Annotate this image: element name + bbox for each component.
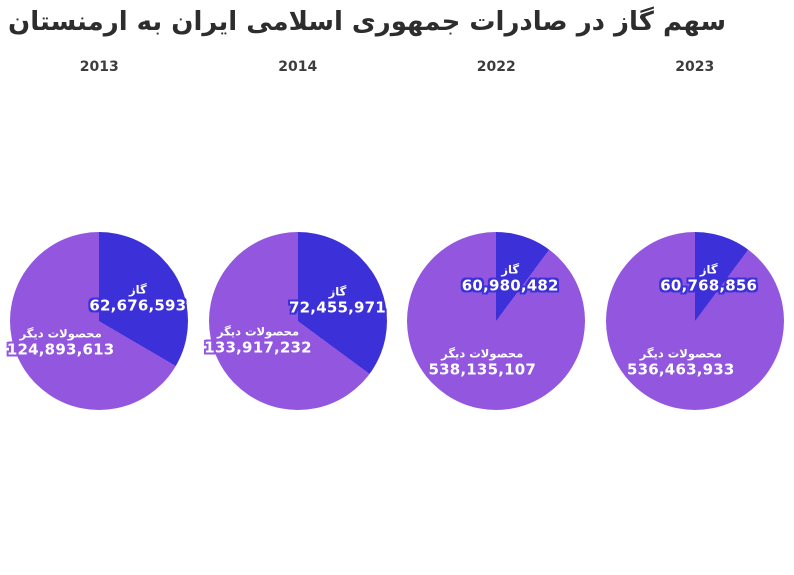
chart-title: سهم گاز در صادرات جمهوری اسلامی ایران به… bbox=[8, 7, 727, 37]
slice-name-gas: گاز bbox=[328, 284, 347, 299]
slice-name-gas: گاز bbox=[501, 262, 520, 277]
year-label-2014: 2014 bbox=[278, 59, 318, 75]
slice-value-other: 536,463,933 bbox=[627, 360, 735, 379]
pie-column-2023: 2023 گاز 60,768,856 محصولات دیگر 536,463,933 bbox=[596, 0, 794, 575]
slice-value-gas: 62,676,593 bbox=[89, 296, 187, 315]
pie-column-2014: 2014 گاز 72,455,971 محصولات دیگر 133,917,232 bbox=[199, 0, 398, 575]
slice-label-other-2022: محصولات دیگر 538,135,107 bbox=[428, 346, 537, 379]
slice-name-gas: گاز bbox=[129, 282, 147, 297]
slice-name-other: محصولات دیگر bbox=[19, 326, 102, 341]
pie-column-2022: 2022 گاز 60,980,482 محصولات دیگر 538,135,107 bbox=[397, 0, 596, 575]
slice-value-other: 538,135,107 bbox=[428, 360, 537, 379]
slice-value-other: 124,893,613 bbox=[6, 340, 115, 359]
slice-label-gas-2022: گاز 60,980,482 bbox=[461, 262, 559, 295]
slice-label-other-2023: محصولات دیگر 536,463,933 bbox=[627, 346, 735, 379]
slice-value-gas: 72,455,971 bbox=[289, 298, 386, 317]
slice-name-other: محصولات دیگر bbox=[639, 346, 722, 361]
slice-value-gas: 60,768,856 bbox=[660, 276, 758, 295]
pie-2023[interactable]: گاز 60,768,856 محصولات دیگر 536,463,933 bbox=[605, 232, 784, 410]
slice-name-other: محصولات دیگر bbox=[441, 346, 524, 361]
year-label-2013: 2013 bbox=[79, 59, 119, 75]
slice-label-gas-2014: گاز 72,455,971 bbox=[289, 284, 386, 317]
slice-label-gas-2023: گاز 60,768,856 bbox=[660, 262, 758, 295]
slice-label-other-2013: محصولات دیگر 124,893,613 bbox=[6, 326, 115, 359]
slice-name-other: محصولات دیگر bbox=[216, 324, 300, 339]
year-label-2023: 2023 bbox=[675, 59, 715, 75]
slice-name-gas: گاز bbox=[699, 262, 718, 277]
slice-value-other: 133,917,232 bbox=[204, 338, 312, 357]
pie-2022[interactable]: گاز 60,980,482 محصولات دیگر 538,135,107 bbox=[407, 232, 586, 410]
pie-2013[interactable]: گاز 62,676,593 محصولات دیگر 124,893,613 bbox=[6, 232, 189, 410]
slice-value-gas: 60,980,482 bbox=[461, 276, 559, 295]
slice-label-other-2014: محصولات دیگر 133,917,232 bbox=[204, 324, 312, 357]
pie-column-2013: 2013 گاز 62,676,593 محصولات دیگر 124,893,613 bbox=[0, 0, 199, 575]
pie-2014[interactable]: گاز 72,455,971 محصولات دیگر 133,917,232 bbox=[204, 232, 387, 410]
year-label-2022: 2022 bbox=[476, 59, 516, 75]
slice-label-gas-2013: گاز 62,676,593 bbox=[89, 282, 187, 315]
